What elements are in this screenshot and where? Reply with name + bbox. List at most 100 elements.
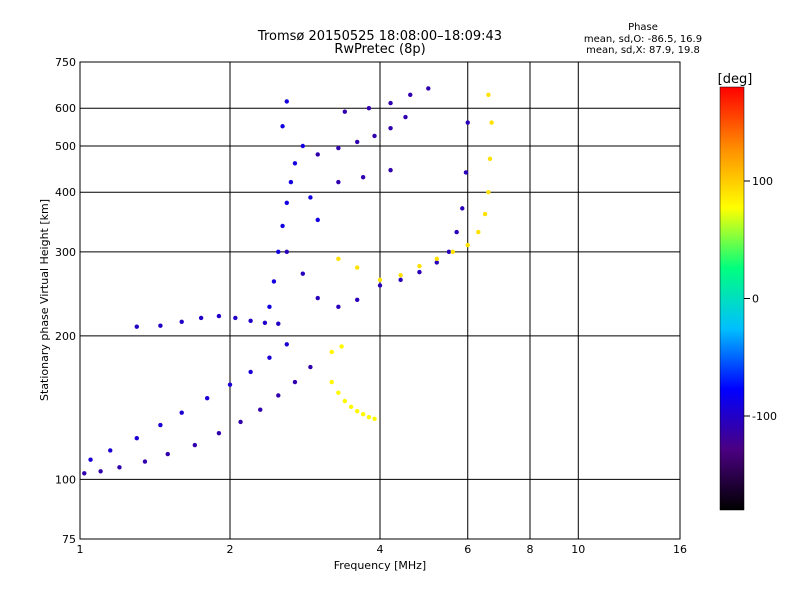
data-point xyxy=(271,279,277,284)
data-point xyxy=(336,179,341,185)
data-point xyxy=(315,152,320,157)
y-tick-label: 500 xyxy=(55,140,76,153)
data-point xyxy=(354,297,360,302)
data-point xyxy=(426,86,431,91)
y-axis-label: Stationary phase Virtual Height [km] xyxy=(38,199,51,401)
data-point xyxy=(336,256,341,262)
data-point xyxy=(267,304,272,310)
data-point xyxy=(377,277,383,283)
data-point xyxy=(465,120,470,125)
phase-o-stats: mean, sd,O: -86.5, 16.9 xyxy=(584,34,702,45)
data-point xyxy=(158,323,163,328)
series-0 xyxy=(82,364,313,476)
series-6 xyxy=(315,86,431,185)
data-point xyxy=(134,436,139,441)
data-point xyxy=(315,217,320,223)
data-point xyxy=(360,411,366,417)
data-point xyxy=(216,313,222,319)
y-tick-label: 750 xyxy=(55,56,76,69)
data-point xyxy=(88,457,93,462)
data-point xyxy=(388,100,393,106)
data-point xyxy=(377,283,383,288)
data-point xyxy=(292,161,298,166)
data-point xyxy=(179,410,184,415)
x-tick-label: 8 xyxy=(527,543,534,556)
data-point xyxy=(366,415,372,420)
data-point xyxy=(417,263,422,269)
data-point xyxy=(142,459,148,464)
chart-title: Tromsø 20150525 18:08:00–18:09:43 xyxy=(257,29,502,44)
data-point xyxy=(300,143,306,149)
data-point xyxy=(336,145,341,151)
data-point xyxy=(489,120,494,125)
y-tick-label: 300 xyxy=(55,246,76,259)
x-tick-label: 2 xyxy=(227,543,234,556)
data-point xyxy=(408,92,413,98)
data-point xyxy=(463,170,469,175)
data-point xyxy=(329,379,334,385)
data-points xyxy=(82,86,494,476)
data-point xyxy=(454,229,459,235)
chart-subtitle: RwPretec (8p) xyxy=(334,42,425,57)
data-point xyxy=(308,195,313,200)
x-tick-label: 10 xyxy=(571,543,585,556)
data-point xyxy=(288,179,294,185)
data-point xyxy=(434,260,439,265)
data-point xyxy=(284,99,289,104)
data-point xyxy=(308,364,313,370)
data-point xyxy=(248,369,253,375)
data-point xyxy=(165,451,170,457)
data-point xyxy=(284,342,289,347)
data-point xyxy=(329,349,334,355)
data-point xyxy=(366,106,372,111)
data-point xyxy=(233,315,238,321)
series-1 xyxy=(88,342,289,462)
data-point xyxy=(446,249,452,255)
data-point xyxy=(487,156,493,162)
data-point xyxy=(417,269,422,275)
phase-x-stats: mean, sd,X: 87.9, 19.8 xyxy=(586,45,700,56)
data-point xyxy=(192,442,198,448)
data-point xyxy=(238,419,243,425)
grid-lines xyxy=(80,62,680,539)
y-tick-label: 200 xyxy=(55,330,76,343)
data-point xyxy=(465,242,470,248)
colorbar-tick-label: 0 xyxy=(752,293,759,306)
data-point xyxy=(482,211,488,217)
data-point xyxy=(262,320,268,325)
data-point xyxy=(227,382,233,387)
phase-heading: Phase xyxy=(628,22,658,33)
data-point xyxy=(204,395,210,401)
data-point xyxy=(403,114,408,120)
data-point xyxy=(280,223,285,229)
series-7 xyxy=(329,344,377,421)
data-point xyxy=(372,416,377,421)
colorbar-ticks: 100 0 -100 xyxy=(744,175,777,423)
colorbar-tick-label: 100 xyxy=(752,175,773,188)
data-point xyxy=(300,271,306,276)
data-point xyxy=(398,277,403,283)
x-tick-label: 1 xyxy=(77,543,84,556)
series-5 xyxy=(267,99,320,310)
data-point xyxy=(134,324,139,329)
data-point xyxy=(450,249,456,255)
data-point xyxy=(292,379,298,385)
data-point xyxy=(354,408,360,414)
colorbar-tick-label: -100 xyxy=(752,410,777,423)
data-point xyxy=(108,448,113,453)
x-axis-label: Frequency [MHz] xyxy=(334,559,426,572)
x-tick-label: 4 xyxy=(377,543,384,556)
data-point xyxy=(486,92,491,98)
data-point xyxy=(315,295,320,301)
data-point xyxy=(372,133,377,139)
data-point xyxy=(460,206,465,211)
series-4 xyxy=(336,92,494,283)
data-point xyxy=(354,265,360,270)
data-point xyxy=(258,407,263,412)
data-point xyxy=(284,200,289,206)
series-3 xyxy=(284,120,470,310)
data-point xyxy=(354,139,360,145)
data-point xyxy=(158,422,163,428)
